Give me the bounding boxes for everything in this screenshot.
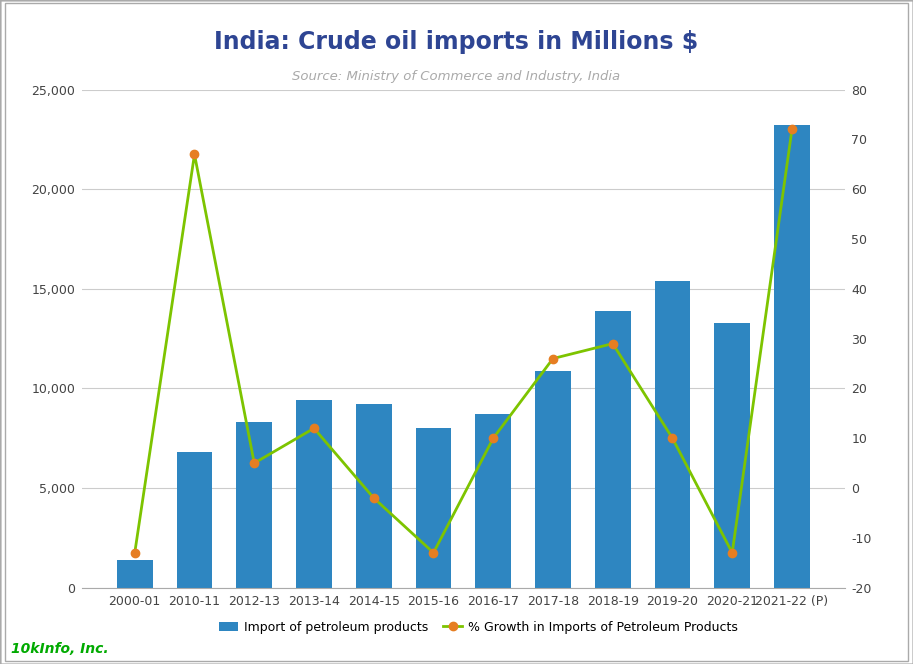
Bar <box>176 452 213 588</box>
Bar <box>594 311 631 588</box>
Bar <box>296 400 332 588</box>
Bar <box>117 560 152 588</box>
Text: 10kInfo, Inc.: 10kInfo, Inc. <box>11 642 109 656</box>
Bar <box>774 125 810 588</box>
Bar <box>236 422 272 588</box>
Text: Source: Ministry of Commerce and Industry, India: Source: Ministry of Commerce and Industr… <box>292 70 621 83</box>
Bar <box>476 414 511 588</box>
Bar <box>655 281 690 588</box>
Text: India: Crude oil imports in Millions $: India: Crude oil imports in Millions $ <box>215 30 698 54</box>
Bar <box>535 371 571 588</box>
Legend: Import of petroleum products, % Growth in Imports of Petroleum Products: Import of petroleum products, % Growth i… <box>214 616 743 639</box>
Bar <box>415 428 451 588</box>
Bar <box>714 323 750 588</box>
Bar <box>356 404 392 588</box>
